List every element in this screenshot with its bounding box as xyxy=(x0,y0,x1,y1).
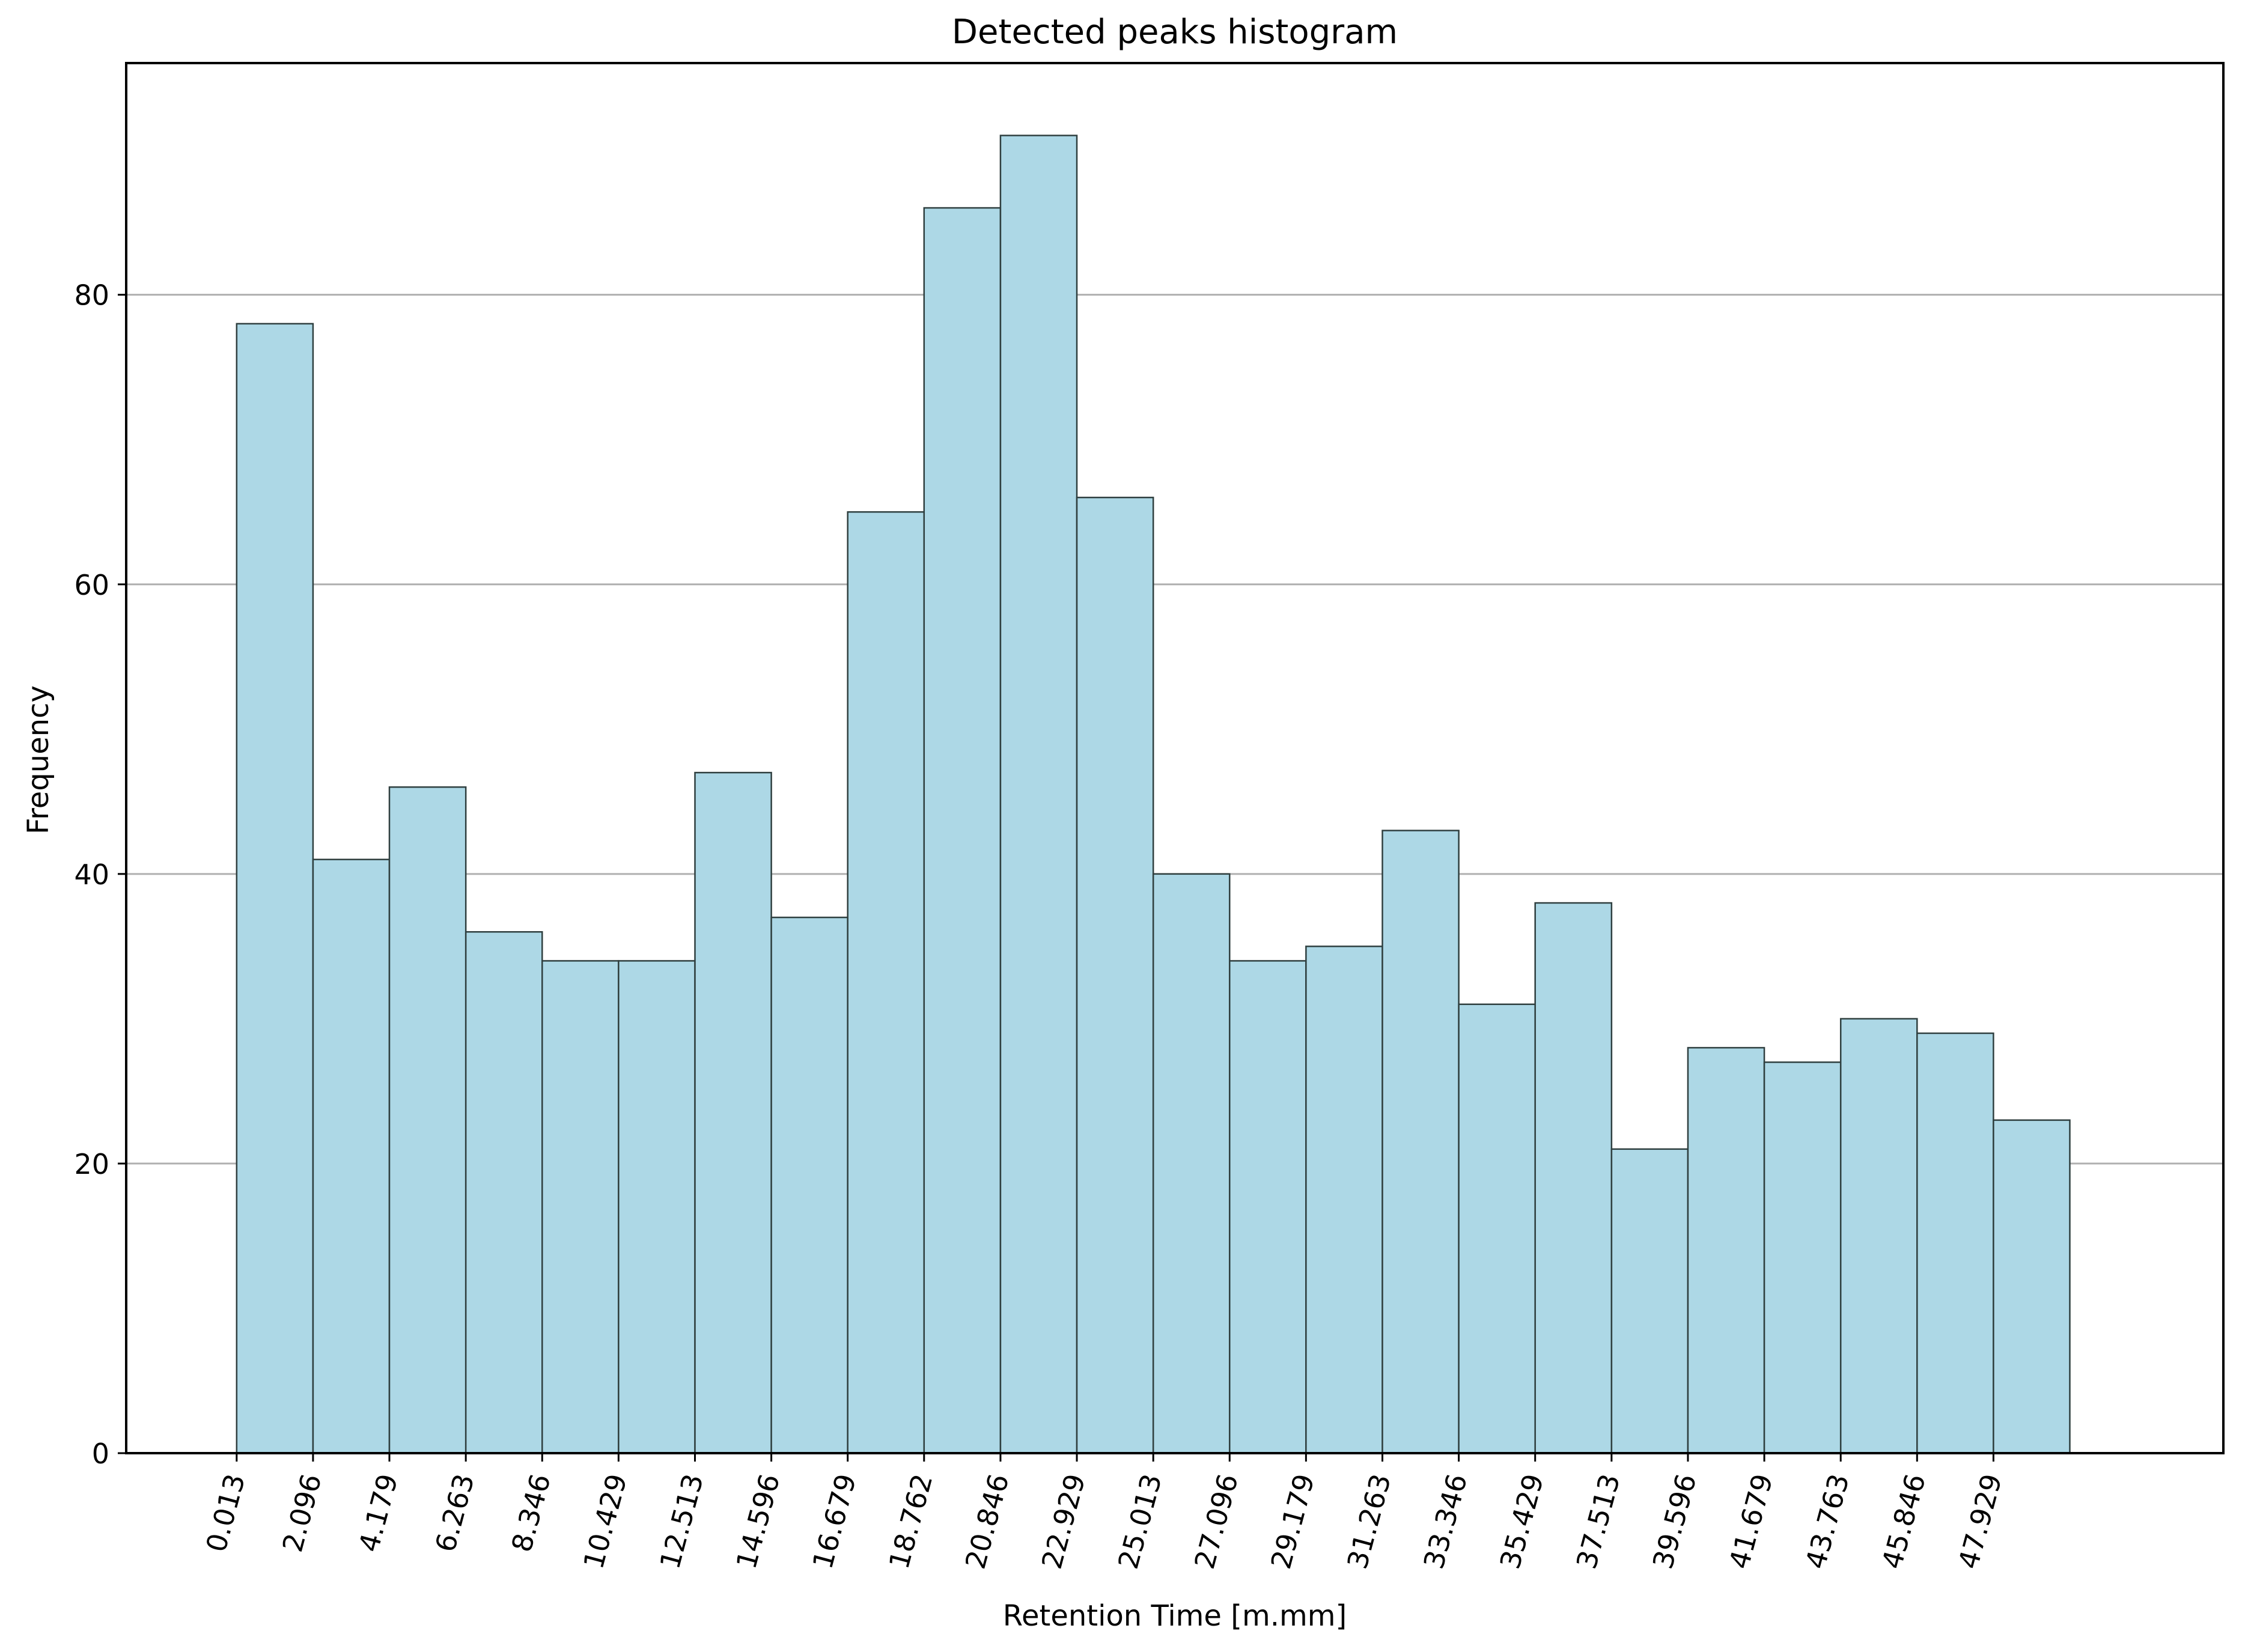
x-tick-label: 37.513 xyxy=(1570,1471,1627,1572)
y-axis-label: Frequency xyxy=(22,685,55,834)
histogram-bar xyxy=(1993,1119,2071,1454)
histogram-bar xyxy=(1305,946,1383,1454)
y-axis-ticks: 0 20 40 60 80 xyxy=(74,279,126,1470)
histogram-bar xyxy=(694,771,772,1454)
x-tick-label: 0.013 xyxy=(200,1471,251,1555)
y-tick-label: 80 xyxy=(74,279,109,312)
x-tick-label: 43.763 xyxy=(1799,1471,1856,1572)
histogram-bar xyxy=(770,916,848,1454)
x-tick-label: 39.596 xyxy=(1646,1471,1703,1572)
x-tick-label: 35.429 xyxy=(1494,1471,1550,1572)
histogram-bar xyxy=(312,858,391,1454)
x-tick-label: 47.929 xyxy=(1952,1471,2008,1572)
histogram-bar xyxy=(923,207,1002,1454)
x-tick-label: 22.929 xyxy=(1035,1471,1092,1572)
histogram-bar xyxy=(847,511,925,1454)
histogram-bar xyxy=(1534,902,1613,1454)
plot-frame xyxy=(125,62,2225,1454)
bars xyxy=(236,135,2071,1454)
chart-title: Detected peaks histogram xyxy=(952,13,1398,52)
y-tick-label: 60 xyxy=(74,569,109,601)
histogram-bar xyxy=(999,135,1078,1454)
x-tick-label: 16.679 xyxy=(806,1471,862,1572)
histogram-bar xyxy=(465,931,543,1454)
histogram-bar xyxy=(1916,1032,1994,1454)
histogram-bar xyxy=(1763,1061,1842,1454)
x-tick-label: 8.346 xyxy=(505,1471,557,1555)
x-tick-label: 6.263 xyxy=(429,1471,481,1555)
x-tick-label: 14.596 xyxy=(730,1471,786,1572)
y-tick-label: 40 xyxy=(74,858,109,891)
histogram-bar xyxy=(388,786,467,1454)
x-axis-ticks: 0.013 2.096 4.179 6.263 8.346 10.429 12.513 14.… xyxy=(200,1453,2008,1572)
histogram-bar xyxy=(1610,1148,1689,1454)
x-axis-label: Retention Time [m.mm] xyxy=(1003,1599,1347,1633)
histogram-bar xyxy=(236,323,314,1454)
x-tick-label: 45.846 xyxy=(1875,1471,1932,1572)
histogram-bar xyxy=(1229,960,1307,1454)
y-tick-label: 20 xyxy=(74,1148,109,1180)
histogram-bar xyxy=(1687,1046,1765,1454)
histogram-bar xyxy=(618,960,696,1454)
x-tick-label: 2.096 xyxy=(276,1471,327,1555)
x-tick-label: 4.179 xyxy=(352,1471,404,1555)
histogram-bar xyxy=(1152,873,1231,1454)
y-tick-label: 0 xyxy=(92,1438,109,1470)
x-tick-label: 18.762 xyxy=(883,1471,939,1572)
histogram-bar xyxy=(1076,496,1154,1454)
x-tick-label: 33.346 xyxy=(1417,1471,1473,1572)
x-tick-label: 20.846 xyxy=(959,1471,1016,1572)
x-tick-label: 10.429 xyxy=(577,1471,633,1572)
x-tick-label: 25.013 xyxy=(1112,1471,1168,1572)
histogram-bar xyxy=(1839,1018,1918,1454)
histogram-bar xyxy=(1381,830,1460,1454)
x-tick-label: 12.513 xyxy=(653,1471,710,1572)
x-tick-label: 29.179 xyxy=(1264,1471,1321,1572)
histogram-bar xyxy=(541,960,620,1454)
x-tick-label: 31.263 xyxy=(1341,1471,1397,1572)
histogram-bar xyxy=(1458,1003,1536,1454)
x-tick-label: 27.096 xyxy=(1188,1471,1244,1572)
x-tick-label: 41.679 xyxy=(1723,1471,1779,1572)
